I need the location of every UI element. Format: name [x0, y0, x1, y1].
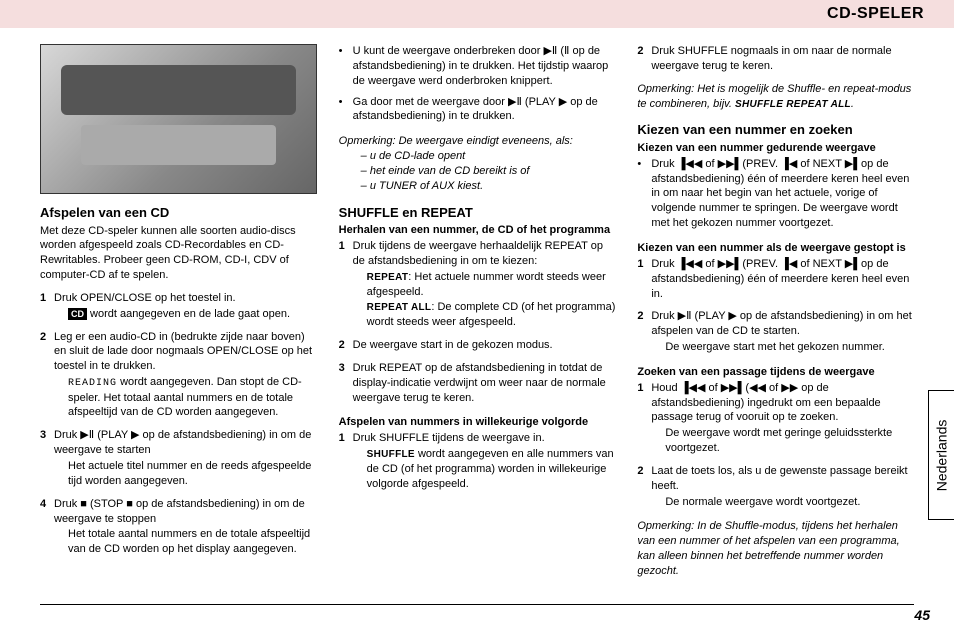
search-step-1: 1 Houd ▐◀◀ of ▶▶▌(◀◀ of ▶▶ op de afstand…	[637, 381, 914, 456]
bullet-icon: •	[637, 157, 651, 231]
bullet-resume: • Ga door met de weergave door ▶Ⅱ (PLAY …	[339, 95, 616, 125]
step-subtext: De weergave start met het gekozen nummer…	[651, 340, 914, 355]
step-text: Druk REPEAT op de afstandsbediening in t…	[353, 361, 616, 406]
search-step-2: 2 Laat de toets los, als u de gewenste p…	[637, 464, 914, 510]
step-number: 2	[637, 44, 651, 74]
heading-select-search: Kiezen van een nummer en zoeken	[637, 121, 914, 139]
content-area: Afspelen van een CD Met deze CD-speler k…	[0, 28, 954, 587]
during-bullet: • Druk ▐◀◀ of ▶▶▌(PREV. ▐◀ of NEXT ▶▌op …	[637, 157, 914, 231]
step-text: Druk SHUFFLE tijdens de weergave in.	[353, 432, 545, 444]
step-subtext: wordt aangegeven en de lade gaat open.	[87, 308, 290, 320]
bullet-text: Ga door met de weergave door ▶Ⅱ (PLAY ▶ …	[353, 96, 598, 123]
page-number: 45	[914, 606, 930, 625]
step-text: Leg er een audio-CD in (bedrukte zijde n…	[54, 331, 312, 373]
step-number: 1	[637, 381, 651, 456]
note-shuffle-search: Opmerking: In de Shuffle-modus, tijdens …	[637, 519, 914, 578]
key-repeat-all: REPEAT ALL	[367, 302, 432, 313]
step-number: 4	[40, 497, 54, 557]
step-text: Druk ▶Ⅱ (PLAY ▶ op de afstandsbediening)…	[54, 429, 311, 456]
step-subtext: De normale weergave wordt voortgezet.	[651, 495, 914, 510]
step-2: 2 Leg er een audio-CD in (bedrukte zijde…	[40, 330, 317, 421]
heading-shuffle-repeat: SHUFFLE en REPEAT	[339, 204, 616, 222]
bullet-icon: •	[339, 44, 353, 89]
page-header: CD-SPELER	[0, 0, 954, 28]
step-subtext: Het actuele titel nummer en de reeds afg…	[54, 459, 317, 489]
step-text: De weergave start in de gekozen modus.	[353, 338, 616, 353]
step-text: Druk OPEN/CLOSE op het toestel in.	[54, 292, 236, 304]
step-number: 2	[339, 338, 353, 353]
step-number: 2	[40, 330, 54, 421]
footer-rule	[40, 604, 914, 605]
device-photo	[40, 44, 317, 194]
repeat-step-2: 2 De weergave start in de gekozen modus.	[339, 338, 616, 353]
random-step-2: 2 Druk SHUFFLE nogmaals in om naar de no…	[637, 44, 914, 74]
subheading-repeat: Herhalen van een nummer, de CD of het pr…	[339, 223, 616, 238]
column-2: • U kunt de weergave onderbreken door ▶Ⅱ…	[339, 44, 616, 587]
step-number: 2	[637, 309, 651, 355]
step-subtext: De weergave wordt met geringe geluidsste…	[651, 426, 914, 456]
key-shuffle: SHUFFLE	[367, 449, 415, 460]
subheading-search: Zoeken van een passage tijdens de weerga…	[637, 365, 914, 380]
step-number: 1	[339, 431, 353, 491]
step-number: 3	[40, 428, 54, 488]
step-subtext: Het totale aantal nummers en de totale a…	[54, 527, 317, 557]
step-text: Laat de toets los, als u de gewenste pas…	[651, 465, 907, 492]
step-text: Druk ▶Ⅱ (PLAY ▶ op de afstandsbediening)…	[651, 310, 911, 337]
step-text: Druk SHUFFLE nogmaals in om naar de norm…	[651, 44, 914, 74]
step-text: Druk ■ (STOP ■ op de afstandsbediening) …	[54, 498, 305, 525]
language-label: Nederlands	[932, 419, 951, 491]
step-3: 3 Druk ▶Ⅱ (PLAY ▶ op de afstandsbedienin…	[40, 428, 317, 488]
subheading-during: Kiezen van een nummer gedurende weergave	[637, 141, 914, 156]
repeat-step-3: 3 Druk REPEAT op de afstandsbediening in…	[339, 361, 616, 406]
random-step-1: 1 Druk SHUFFLE tijdens de weergave in. S…	[339, 431, 616, 491]
bullet-icon: •	[339, 95, 353, 125]
repeat-step-1: 1 Druk tijdens de weergave herhaaldelijk…	[339, 239, 616, 330]
note-combine: Opmerking: Het is mogelijk de Shuffle- e…	[637, 82, 914, 112]
step-4: 4 Druk ■ (STOP ■ op de afstandsbediening…	[40, 497, 317, 557]
step-number: 1	[339, 239, 353, 330]
subheading-random: Afspelen van nummers in willekeurige vol…	[339, 415, 616, 430]
step-number: 1	[40, 291, 54, 322]
heading-play-cd: Afspelen van een CD	[40, 204, 317, 222]
stopped-step-2: 2 Druk ▶Ⅱ (PLAY ▶ op de afstandsbedienin…	[637, 309, 914, 355]
bullet-pause: • U kunt de weergave onderbreken door ▶Ⅱ…	[339, 44, 616, 89]
column-1: Afspelen van een CD Met deze CD-speler k…	[40, 44, 317, 587]
step-number: 2	[637, 464, 651, 510]
display-text: READING	[68, 378, 117, 389]
step-1: 1 Druk OPEN/CLOSE op het toestel in. CD …	[40, 291, 317, 322]
step-text: Druk tijdens de weergave herhaaldelijk R…	[353, 240, 603, 267]
step-text: Houd ▐◀◀ of ▶▶▌(◀◀ of ▶▶ op de afstandsb…	[651, 382, 880, 424]
subheading-stopped: Kiezen van een nummer als de weergave ge…	[637, 241, 914, 256]
cd-badge: CD	[68, 308, 87, 320]
step-number: 1	[637, 257, 651, 302]
step-number: 3	[339, 361, 353, 406]
note-playback-ends: Opmerking: De weergave eindigt eveneens,…	[339, 134, 616, 193]
key-repeat: REPEAT	[367, 272, 409, 283]
page-title: CD-SPELER	[827, 3, 924, 25]
column-3: 2 Druk SHUFFLE nogmaals in om naar de no…	[637, 44, 914, 587]
intro-text: Met deze CD-speler kunnen alle soorten a…	[40, 224, 317, 283]
step-text: Druk ▐◀◀ of ▶▶▌(PREV. ▐◀ of NEXT ▶▌op de…	[651, 257, 914, 302]
stopped-step-1: 1 Druk ▐◀◀ of ▶▶▌(PREV. ▐◀ of NEXT ▶▌op …	[637, 257, 914, 302]
language-tab: Nederlands	[928, 390, 954, 520]
